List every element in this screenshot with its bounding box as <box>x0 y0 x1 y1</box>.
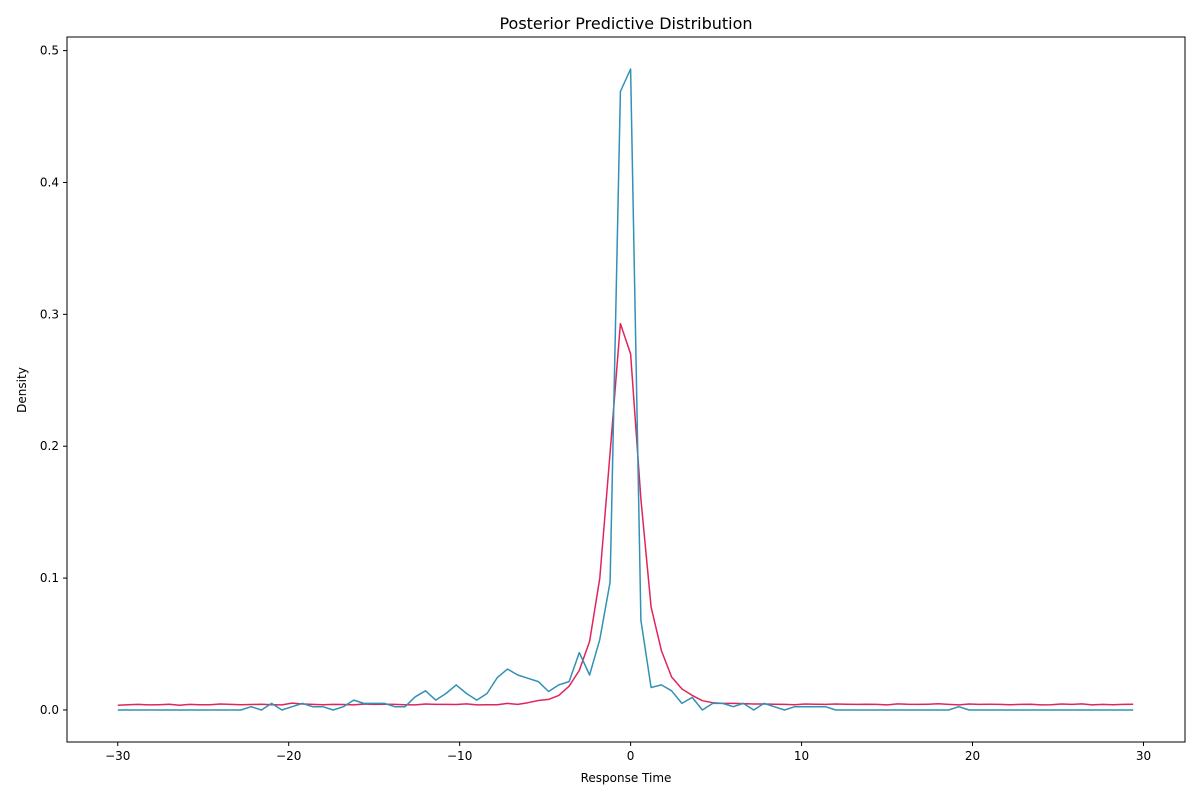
x-axis-label: Response Time <box>581 771 672 785</box>
plot-lines <box>117 68 1134 711</box>
y-axis-label: Density <box>15 367 29 413</box>
y-tick-label: 0.1 <box>40 571 59 585</box>
x-tick-label: −20 <box>276 749 301 763</box>
x-tick-label: 20 <box>965 749 980 763</box>
y-axis-ticks: 0.0 0.1 0.2 0.3 0.4 0.5 <box>40 44 67 717</box>
x-tick-label: −10 <box>447 749 472 763</box>
x-tick-label: 0 <box>627 749 635 763</box>
axes-frame <box>66 36 1186 743</box>
series-line-1 <box>117 322 1134 707</box>
x-tick-label: −30 <box>105 749 130 763</box>
x-tick-label: 30 <box>1136 749 1151 763</box>
y-tick-label: 0.3 <box>40 307 59 321</box>
series-line-2 <box>117 68 1134 711</box>
y-tick-label: 0.4 <box>40 175 59 189</box>
y-tick-label: 0.0 <box>40 703 59 717</box>
y-tick-label: 0.2 <box>40 439 59 453</box>
chart-title: Posterior Predictive Distribution <box>499 14 752 33</box>
x-axis-ticks: −30 −20 −10 0 10 20 30 <box>105 742 1151 763</box>
x-tick-label: 10 <box>794 749 809 763</box>
y-tick-label: 0.5 <box>40 44 59 58</box>
